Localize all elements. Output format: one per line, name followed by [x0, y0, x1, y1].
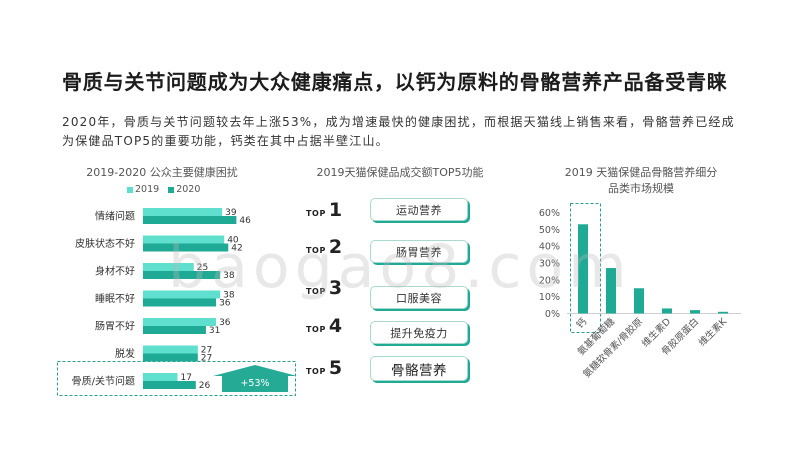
- value-label-2020: 26: [199, 381, 211, 391]
- y-tick-label: 60%: [539, 208, 560, 219]
- top5-item-box: 运动营养: [370, 198, 468, 221]
- top5-rank-5: TOP 5: [306, 357, 342, 379]
- bar-2020: [143, 353, 198, 362]
- top5-rank-2: TOP 2: [306, 236, 342, 258]
- category-label: 骨质/关节问题: [72, 375, 135, 388]
- rank-number: 4: [328, 315, 343, 337]
- top5-rank-3: TOP 3: [306, 277, 342, 299]
- rank-number: 3: [328, 277, 343, 299]
- bar-2019: [143, 345, 198, 354]
- chart-legend: 2019 2020: [127, 184, 200, 196]
- growth-arrow-label: +53%: [240, 378, 269, 389]
- y-tick-label: 30%: [539, 259, 560, 270]
- value-label-2020: 36: [219, 299, 231, 309]
- summary-line-1: 2020年，骨质与关节问题较去年上涨53%，成为增速最快的健康困扰，而根据天猫线…: [62, 115, 735, 129]
- highlight-box: [570, 203, 601, 333]
- value-label-2020: 31: [209, 326, 220, 336]
- value-label-2019: 39: [225, 208, 237, 218]
- rank-prefix: TOP: [306, 209, 326, 218]
- bar-2019: [143, 318, 217, 326]
- bar: [662, 308, 672, 314]
- bar: [718, 311, 728, 314]
- rank-prefix: TOP: [306, 246, 326, 255]
- slide-title: 骨质与关节问题成为大众健康痛点，以钙为原料的骨骼营养产品备受青睐: [62, 70, 728, 94]
- value-label-2019: 40: [227, 236, 239, 246]
- bar-2020: [143, 326, 206, 334]
- value-label-2019: 38: [223, 291, 235, 301]
- value-label-2020: 46: [239, 216, 251, 226]
- category-label: 情绪问题: [95, 210, 135, 223]
- rank-number: 2: [328, 236, 343, 258]
- bar: [690, 310, 700, 314]
- value-label-2019: 25: [197, 263, 208, 273]
- category-label: 肠胃不好: [95, 321, 135, 333]
- category-label: 睡眠不好: [95, 292, 135, 305]
- bar-2020: [143, 271, 221, 279]
- legend-label: 2020: [176, 184, 201, 195]
- category-label: 皮肤状态不好: [75, 237, 135, 250]
- bar-2019: [143, 235, 225, 244]
- y-tick-label: 10%: [539, 292, 560, 303]
- value-label-2020: 38: [223, 271, 235, 281]
- top5-item-box-highlight: 骨骼营养: [370, 356, 468, 381]
- growth-arrow-shape: [213, 365, 297, 392]
- bar: [578, 224, 588, 314]
- y-tick-label: 40%: [539, 242, 560, 253]
- value-label-2019: 27: [201, 346, 212, 356]
- top5-item-box: 提升免疫力: [370, 321, 468, 344]
- category-label: 身材不好: [95, 265, 135, 278]
- top5-item-box: 肠胃营养: [370, 240, 468, 263]
- x-category-label: 维生素K: [696, 315, 730, 349]
- x-category-label: 钙: [574, 315, 590, 331]
- top5-rank-4: TOP 4: [306, 315, 342, 337]
- y-tick-label: 50%: [539, 225, 560, 236]
- y-tick-label: 20%: [539, 275, 560, 286]
- value-label-2020: 27: [201, 354, 212, 364]
- highlight-box: [57, 361, 296, 396]
- bar: [606, 268, 616, 314]
- bar-2020: [143, 216, 237, 224]
- left-chart-title: 2019-2020 公众主要健康困扰: [86, 166, 238, 179]
- rank-prefix: TOP: [306, 287, 326, 296]
- bar-2020: [143, 243, 229, 252]
- legend-item-2020: 2020: [168, 184, 200, 196]
- value-label-2020: 42: [231, 244, 242, 254]
- legend-label: 2019: [135, 184, 160, 195]
- category-label: 脱发: [115, 347, 135, 360]
- right-chart-title-line-2: 品类市场规模: [608, 182, 674, 195]
- legend-swatch: [168, 187, 175, 193]
- bar-2019: [143, 373, 178, 381]
- y-tick-label: 0%: [545, 309, 560, 320]
- bone-nutrition-bars: 0%10%20%30%40%50%60%钙氨基葡萄糖氨糖软骨素/骨胶原维生素D骨…: [539, 208, 730, 380]
- legend-swatch: [127, 187, 133, 193]
- value-label-2019: 17: [181, 373, 192, 383]
- rank-number: 1: [328, 199, 343, 221]
- bone-nutrition-chart: 0%10%20%30%40%50%60%钙氨基葡萄糖氨糖软骨素/骨胶原维生素D骨…: [539, 203, 741, 380]
- rank-prefix: TOP: [306, 325, 326, 334]
- summary-line-2: 为保健品TOP5的重要功能，钙类在其中占据半壁江山。: [62, 134, 389, 148]
- right-chart-title-line-1: 2019 天猫保健品骨骼营养细分: [564, 166, 718, 179]
- top5-title: 2019天猫保健品成交额TOP5功能: [316, 166, 484, 179]
- bar-2020: [143, 298, 217, 307]
- value-label-2019: 36: [219, 318, 231, 328]
- bar-2019: [143, 208, 223, 216]
- bar: [634, 288, 644, 314]
- rank-number: 5: [328, 357, 343, 379]
- rank-prefix: TOP: [306, 367, 326, 376]
- bar-2019: [143, 263, 194, 271]
- growth-arrow: +53%: [213, 365, 297, 392]
- top5-rank-1: TOP 1: [306, 199, 342, 221]
- bar-2020: [143, 381, 196, 389]
- bar-2019: [143, 290, 221, 299]
- legend-item-2019: 2019: [127, 184, 159, 196]
- top5-item-box: 口服美容: [370, 286, 468, 309]
